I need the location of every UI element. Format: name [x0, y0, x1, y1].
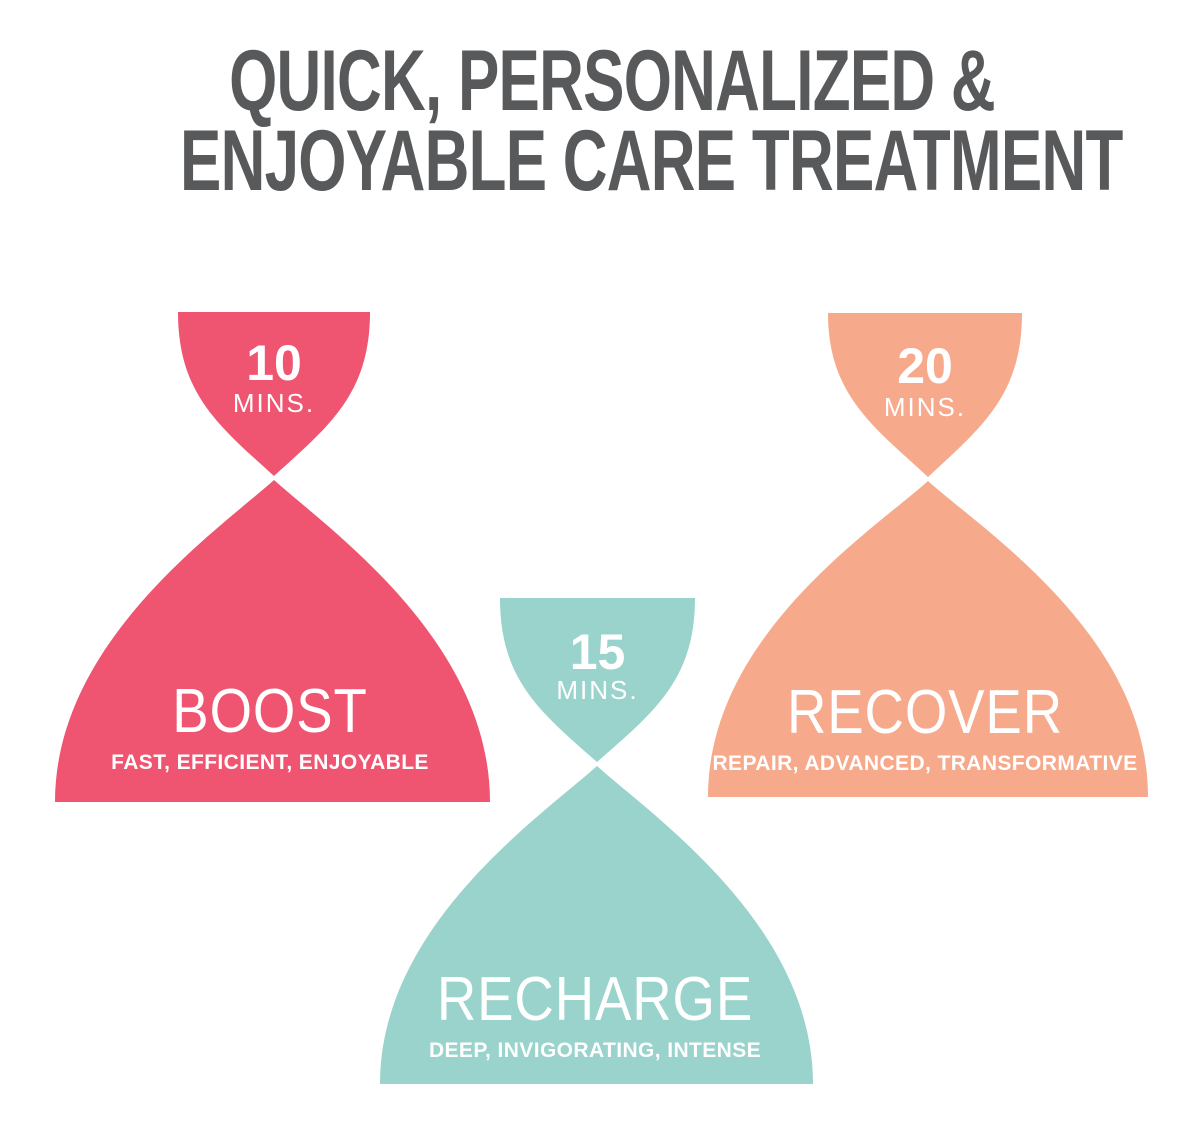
hourglass-recover-shape	[708, 313, 1148, 797]
treatment-name: BOOST	[172, 677, 368, 746]
treatment-tagline: DEEP, INVIGORATING, INTENSE	[428, 1039, 762, 1062]
hourglass-recover-bottom-bell	[708, 481, 1148, 797]
hourglass-boost: 10 MINS. BOOST FAST, EFFICIENT, ENJOYABL…	[40, 310, 500, 804]
duration-unit: MINS.	[883, 392, 967, 422]
treatment-tagline: FAST, EFFICIENT, ENJOYABLE	[111, 751, 429, 774]
hourglass-recharge-shape	[380, 598, 813, 1084]
hourglass-boost-top-bowl	[178, 312, 370, 476]
hourglass-recharge-bottom-bell	[380, 766, 813, 1084]
treatment-tagline: REPAIR, ADVANCED, TRANSFORMATIVE	[712, 752, 1138, 775]
hourglass-boost-bottom-bell	[55, 480, 490, 802]
hourglass-recover: 20 MINS. RECOVER REPAIR, ADVANCED, TRANS…	[690, 310, 1160, 800]
duration-value: 10	[246, 335, 302, 391]
hourglass-boost-shape	[55, 312, 490, 802]
duration-unit: MINS.	[556, 675, 639, 705]
infographic-title: QUICK, PERSONALIZED & ENJOYABLE CARE TRE…	[179, 33, 1123, 209]
hourglass-recharge-top-bowl	[500, 598, 695, 762]
treatment-name: RECHARGE	[436, 965, 754, 1034]
hourglass-recover-top-bowl	[828, 313, 1022, 477]
title-line-2: ENJOYABLE CARE TREATMENT	[179, 113, 1123, 209]
duration-value: 15	[569, 624, 626, 680]
hourglass-recharge: 15 MINS. RECHARGE DEEP, INVIGORATING, IN…	[370, 592, 820, 1087]
duration-unit: MINS.	[232, 388, 316, 418]
duration-value: 20	[897, 338, 953, 394]
title-line-1: QUICK, PERSONALIZED &	[229, 33, 996, 129]
treatment-name: RECOVER	[787, 678, 1063, 747]
